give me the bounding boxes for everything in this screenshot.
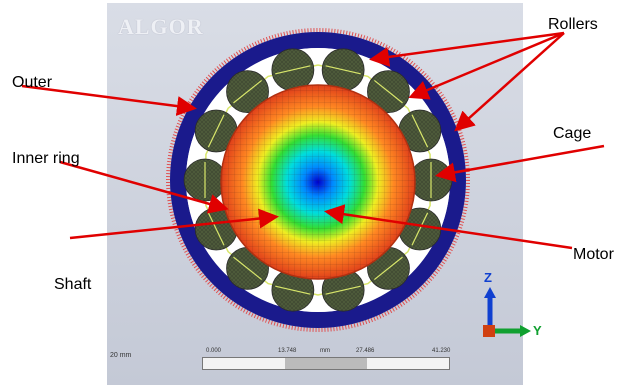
label-shaft: Shaft bbox=[54, 276, 92, 293]
cage-segment bbox=[411, 114, 429, 148]
cage-segment bbox=[233, 79, 262, 104]
label-motor: Motor bbox=[573, 246, 614, 263]
cage-segment bbox=[325, 65, 361, 75]
label-outer: Outer bbox=[12, 74, 53, 91]
scale-length: 20 mm bbox=[110, 352, 132, 359]
label-cage: Cage bbox=[553, 125, 592, 142]
cage-segment bbox=[374, 256, 403, 281]
inner-ring-edge bbox=[220, 84, 416, 280]
y-axis-label: Y bbox=[533, 323, 542, 338]
cage-segment bbox=[207, 212, 225, 246]
cage-segment bbox=[275, 65, 311, 75]
axis-triad bbox=[483, 287, 531, 337]
arrow-cage bbox=[435, 144, 605, 183]
scale-tick-1: 13.748 bbox=[278, 348, 297, 354]
cage-segment bbox=[374, 79, 403, 104]
scale-tick-2: 27.486 bbox=[356, 348, 375, 354]
arrow-motor bbox=[324, 204, 573, 250]
cage-segment bbox=[275, 285, 311, 295]
cage-segment bbox=[207, 114, 225, 148]
boundary-fringe bbox=[166, 28, 470, 332]
arrow-roller-3 bbox=[454, 32, 565, 132]
arrow-shaft bbox=[69, 208, 279, 240]
arrow-roller-1 bbox=[369, 31, 565, 67]
arrow-roller-2 bbox=[408, 31, 565, 100]
scale-bar bbox=[202, 357, 450, 370]
cage-segment bbox=[233, 256, 262, 281]
cage-segment bbox=[411, 212, 429, 246]
scale-unit: mm bbox=[320, 348, 330, 354]
scale-tick-0: 0.000 bbox=[206, 348, 222, 354]
arrow-inner-ring bbox=[59, 160, 229, 214]
inner-ring-mesh bbox=[221, 85, 415, 279]
scale-tick-3: 41.230 bbox=[432, 348, 451, 354]
axis-origin-cube bbox=[483, 325, 495, 337]
z-axis-label: Z bbox=[484, 270, 492, 285]
cage-segment bbox=[325, 285, 361, 295]
outer-ring bbox=[170, 32, 466, 328]
z-axis-head bbox=[484, 287, 496, 298]
label-inner-ring: Inner ring bbox=[12, 150, 80, 167]
label-rollers: Rollers bbox=[548, 16, 598, 33]
annotation-arrows bbox=[21, 31, 605, 250]
y-axis-head bbox=[520, 325, 531, 337]
arrow-outer bbox=[21, 84, 197, 116]
algor-watermark: ALGOR bbox=[118, 14, 204, 39]
